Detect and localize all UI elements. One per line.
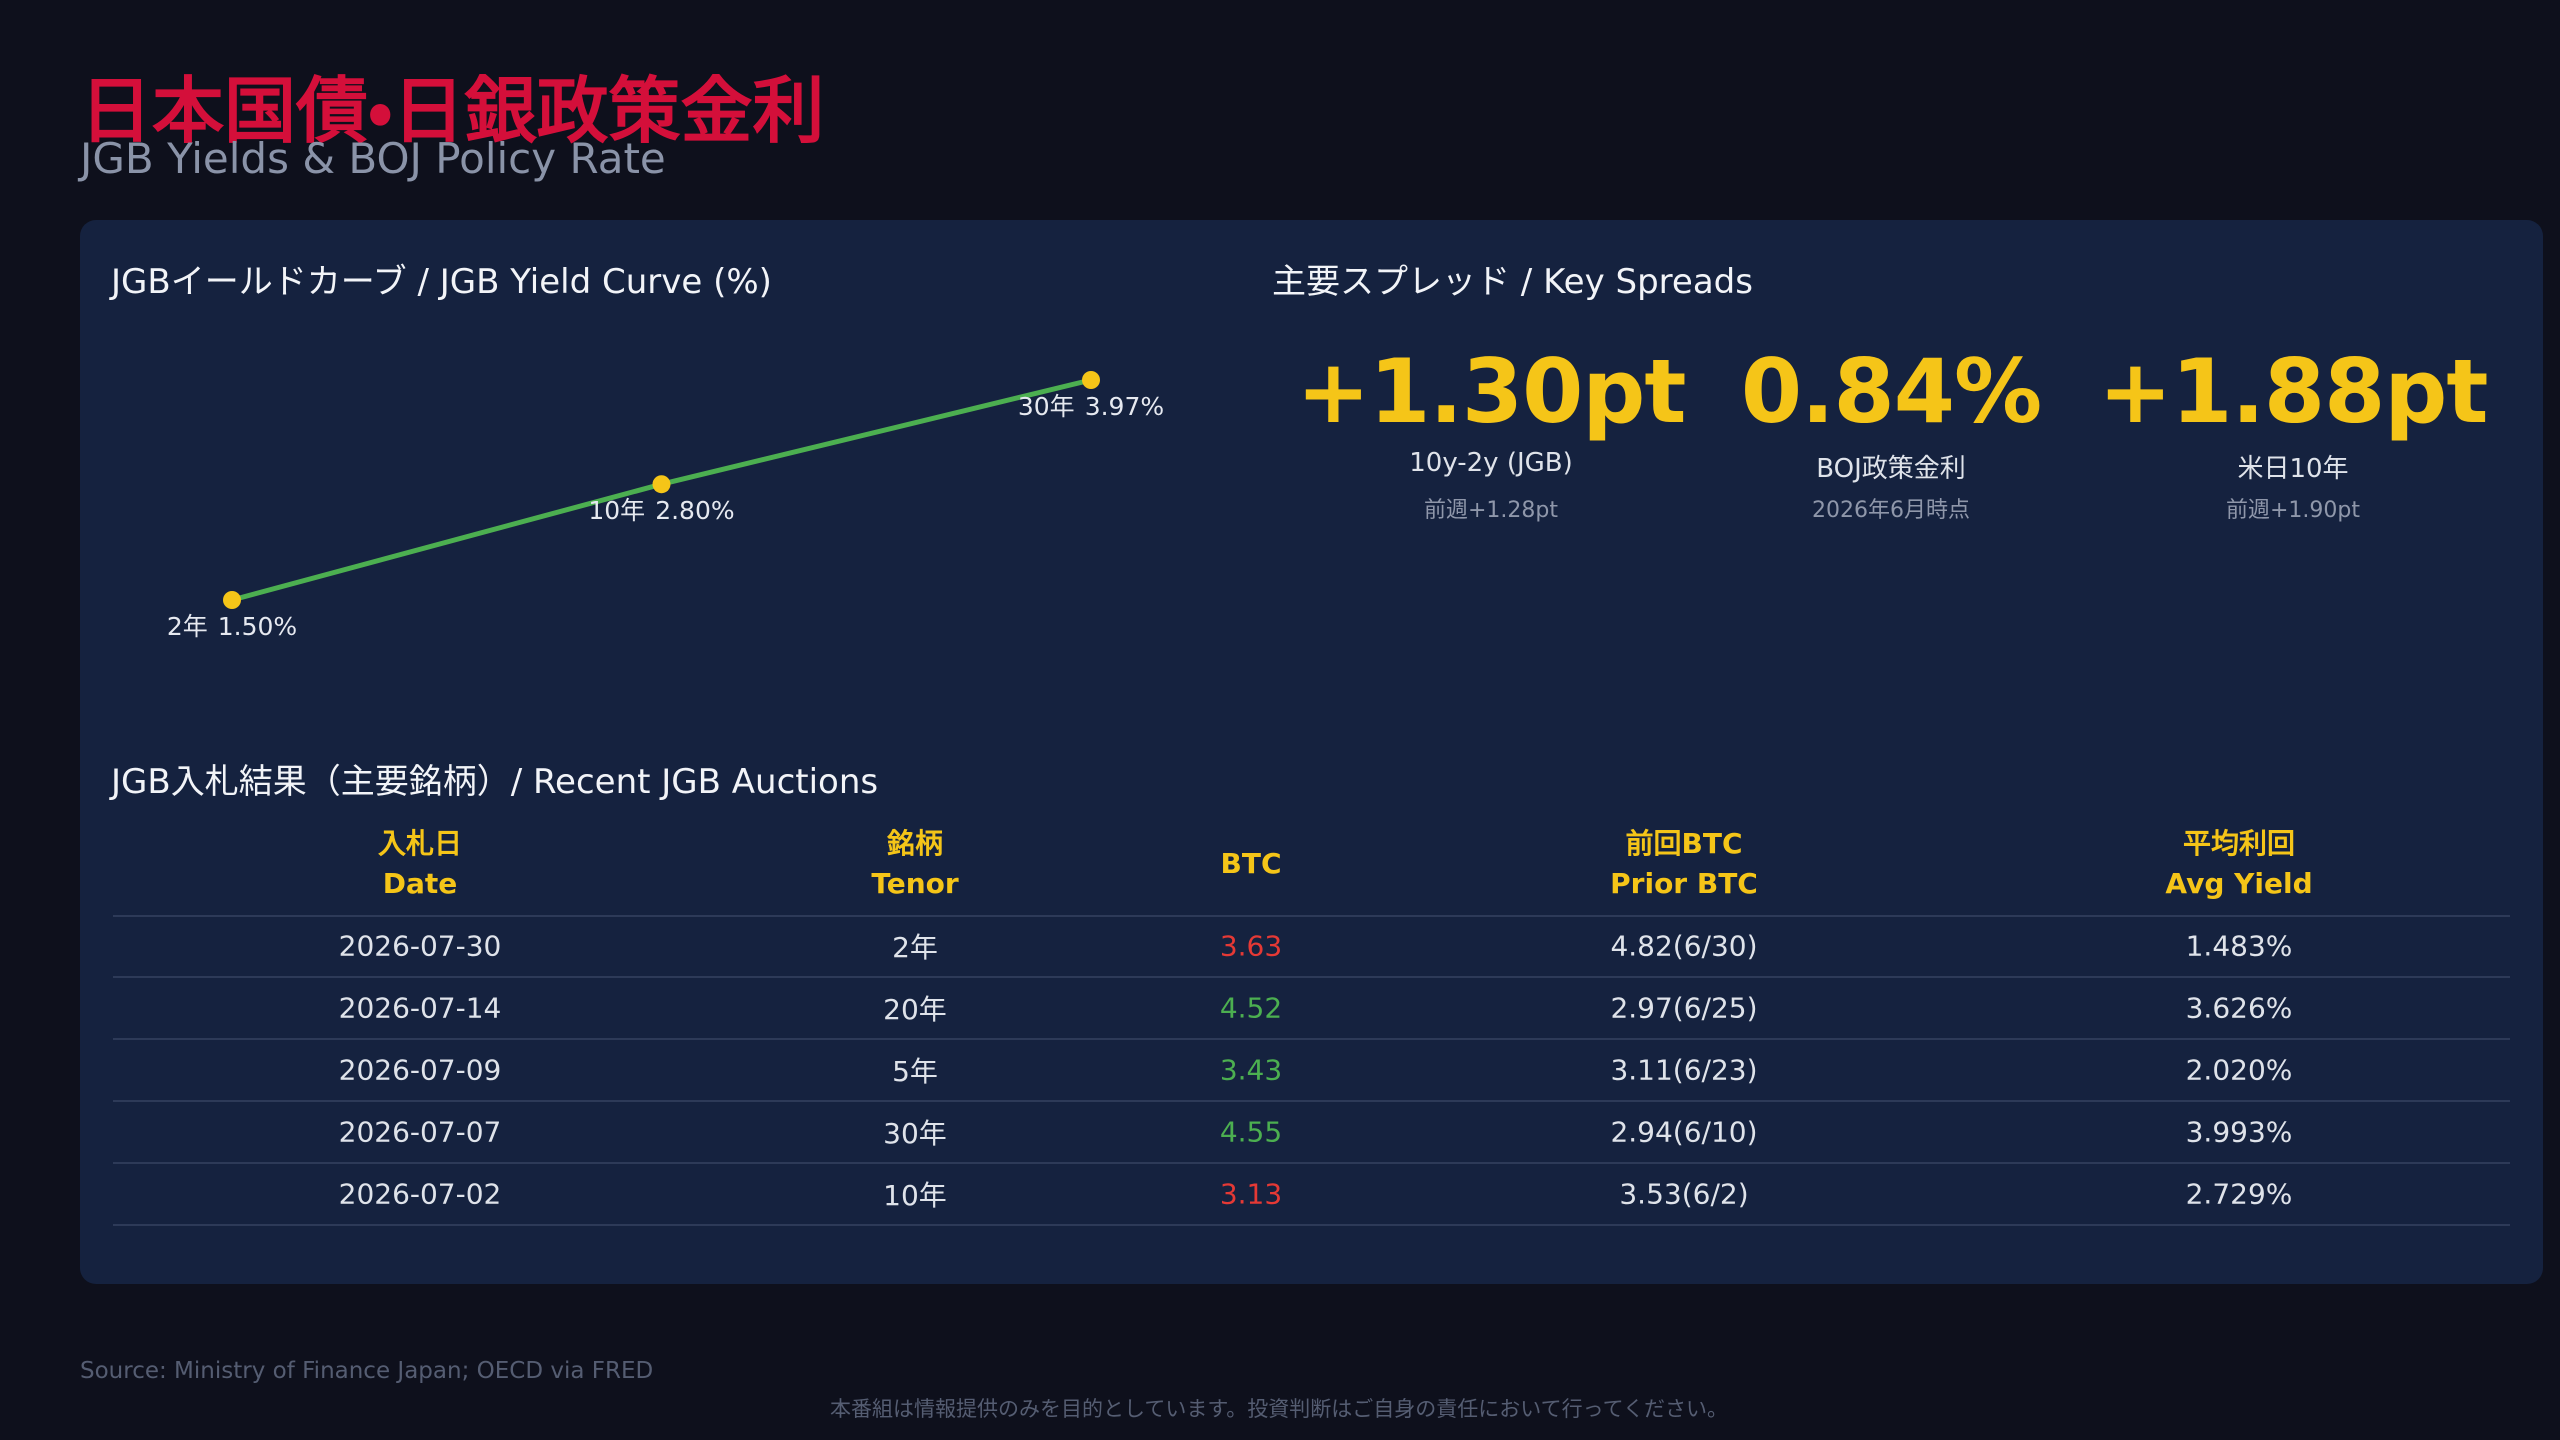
table-header: 銘柄 Tenor bbox=[871, 824, 958, 904]
spread-note: 2026年6月時点 bbox=[1812, 498, 1970, 523]
value-label: 2.80% bbox=[655, 496, 734, 525]
spread-label: 米日10年 bbox=[2237, 454, 2349, 484]
header-text: Tenor bbox=[871, 867, 959, 900]
data-label: 2年 1.50% bbox=[167, 612, 297, 641]
point bbox=[652, 475, 671, 494]
header-text: 入札日 bbox=[377, 827, 463, 860]
table-cell: 5年 bbox=[892, 1055, 938, 1088]
table-cell: 2026-07-14 bbox=[338, 991, 502, 1025]
spread-value: 0.84% bbox=[1740, 340, 2042, 443]
table-cell: 3.43 bbox=[1219, 1053, 1283, 1087]
row-rule bbox=[113, 1038, 2510, 1040]
table-cell: 2026-07-07 bbox=[338, 1115, 502, 1149]
table-cell: 1.483% bbox=[2185, 929, 2293, 963]
spreads-title: 主要スプレッド / Key Spreads bbox=[1272, 262, 1753, 302]
header-text: BTC bbox=[1220, 847, 1282, 880]
spread-value: +1.30pt bbox=[1296, 340, 1687, 443]
spread-note: 前週+1.28pt bbox=[1423, 498, 1559, 523]
point bbox=[223, 591, 241, 609]
table-cell: 3.53(6/2) bbox=[1619, 1177, 1749, 1211]
table-cell: 3.63 bbox=[1219, 929, 1283, 963]
table-cell: 2.020% bbox=[2185, 1053, 2293, 1087]
table-cell: 2.729% bbox=[2185, 1177, 2293, 1211]
row-rule bbox=[113, 1162, 2510, 1164]
table-cell: 3.993% bbox=[2185, 1115, 2293, 1149]
point bbox=[1082, 371, 1100, 389]
page-title: 日本国債・日銀政策金利 bbox=[80, 69, 825, 153]
table-cell: 2026-07-02 bbox=[338, 1177, 502, 1211]
disclaimer: 本番組は情報提供のみを目的としています。投資判断はご自身の責任において行ってくだ… bbox=[830, 1397, 1728, 1421]
table-cell: 3.626% bbox=[2185, 991, 2293, 1025]
row-rule bbox=[113, 976, 2510, 978]
spread-value: +1.88pt bbox=[2098, 340, 2489, 443]
page-subtitle: JGB Yields & BOJ Policy Rate bbox=[80, 134, 666, 183]
table-cell: 20年 bbox=[883, 993, 947, 1026]
header-text: 平均利回 bbox=[2182, 827, 2295, 860]
row-rule bbox=[113, 1100, 2510, 1102]
table-cell: 4.55 bbox=[1219, 1115, 1283, 1149]
table-cell: 2026-07-30 bbox=[338, 929, 502, 963]
header-text: Prior BTC bbox=[1610, 867, 1758, 900]
table-header: 平均利回 Avg Yield bbox=[2165, 824, 2312, 904]
header-text: Avg Yield bbox=[2165, 867, 2313, 900]
table-cell: 2.94(6/10) bbox=[1610, 1115, 1758, 1149]
table-cell: 10年 bbox=[883, 1179, 947, 1212]
spread-label: 10y-2y (JGB) bbox=[1409, 448, 1573, 478]
table-cell: 3.11(6/23) bbox=[1610, 1053, 1758, 1087]
panel bbox=[80, 220, 2543, 1284]
chart: 2年 1.50% 10年 2.80% 30年 3.97% bbox=[167, 371, 1164, 641]
value-label: 3.97% bbox=[1085, 392, 1164, 421]
table-cell: 3.13 bbox=[1219, 1177, 1283, 1211]
source: Source: Ministry of Finance Japan; OECD … bbox=[80, 1358, 654, 1384]
chart-title: JGBイールドカーブ / JGB Yield Curve (%) bbox=[111, 262, 772, 302]
category-label: 30年 bbox=[1018, 392, 1075, 421]
header-text: 銘柄 bbox=[886, 827, 944, 860]
table-header: 前回BTC Prior BTC bbox=[1610, 824, 1758, 904]
header-text: Date bbox=[382, 867, 458, 900]
value-label: 1.50% bbox=[218, 612, 297, 641]
table-header: 入札日 Date bbox=[378, 824, 462, 904]
data-label: 10年 2.80% bbox=[588, 496, 734, 525]
table-cell: 4.52 bbox=[1219, 991, 1283, 1025]
row-rule bbox=[113, 915, 2510, 917]
spread-label: BOJ政策金利 bbox=[1816, 454, 1966, 484]
table-cell: 30年 bbox=[883, 1117, 947, 1150]
table-cell: 4.82(6/30) bbox=[1610, 929, 1758, 963]
row-rule bbox=[113, 1224, 2510, 1226]
spread-note: 前週+1.90pt bbox=[2225, 498, 2361, 523]
data-label: 30年 3.97% bbox=[1018, 392, 1164, 421]
header-text: 前回BTC bbox=[1625, 827, 1743, 860]
table-title: JGB入札結果（主要銘柄）/ Recent JGB Auctions bbox=[111, 762, 879, 802]
table-cell: 2年 bbox=[892, 931, 938, 964]
table-header: BTC bbox=[1221, 844, 1282, 884]
category-label: 10年 bbox=[588, 496, 645, 525]
table-cell: 2026-07-09 bbox=[338, 1053, 502, 1087]
category-label: 2年 bbox=[167, 612, 208, 641]
table-cell: 2.97(6/25) bbox=[1610, 991, 1758, 1025]
